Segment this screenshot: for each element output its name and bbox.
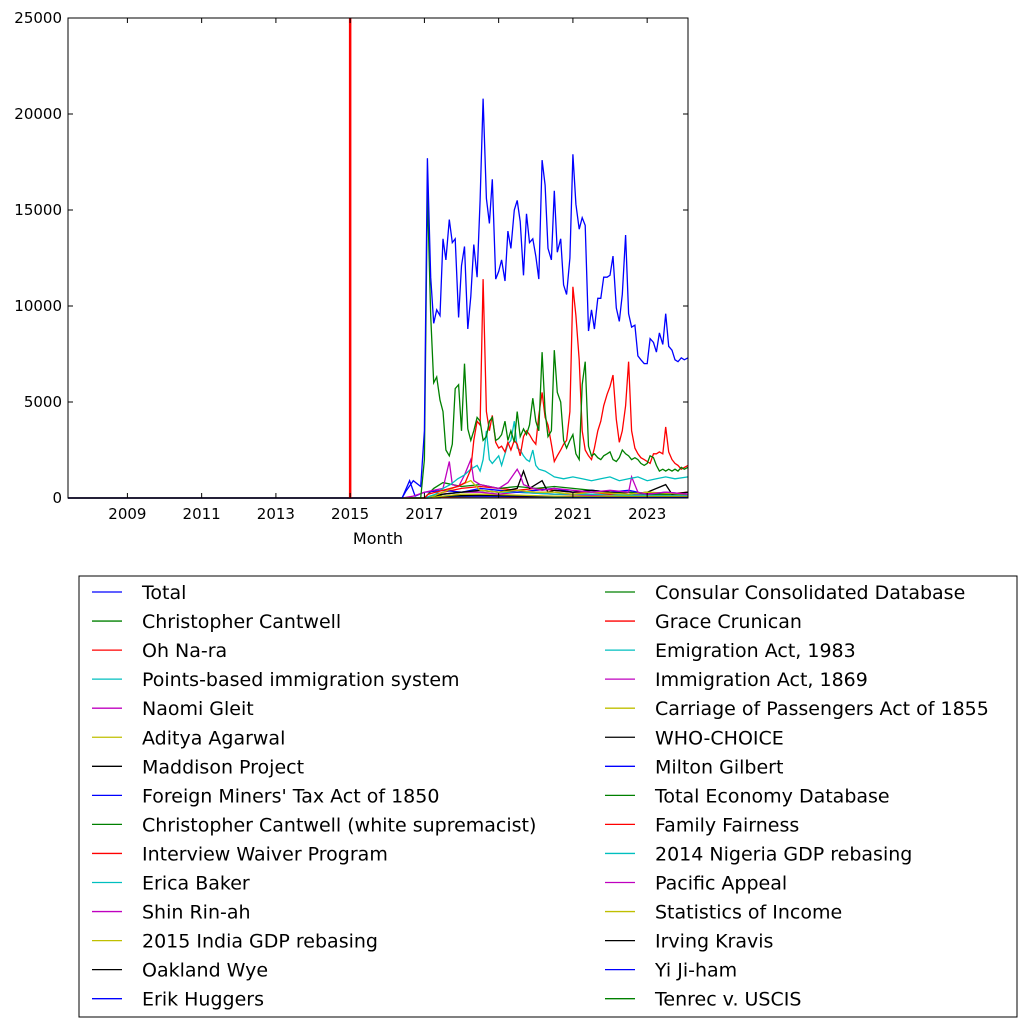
legend-frame (78, 575, 1018, 1018)
legend-entry-christopher-cantwell-white-supremacist: Christopher Cantwell (white supremacist) (92, 814, 536, 836)
legend-label: Yi Ji-ham (654, 960, 737, 982)
legend-label: 2015 India GDP rebasing (142, 931, 378, 953)
legend-label: Maddison Project (142, 756, 304, 778)
legend-entry-2015-india-gdp-rebasing: 2015 India GDP rebasing (92, 931, 378, 953)
legend-label: Oakland Wye (142, 960, 268, 982)
legend-label: Erik Huggers (142, 989, 264, 1011)
legend-entry-consular-consolidated-database: Consular Consolidated Database (605, 582, 965, 604)
series-line-aditya-agarwal (68, 479, 689, 499)
x-axis-title: Month (353, 529, 403, 548)
legend-entry-milton-gilbert: Milton Gilbert (605, 756, 783, 778)
series-line-oh-na-ra (68, 279, 689, 499)
legend-label: Emigration Act, 1983 (655, 640, 856, 662)
y-tick-label: 10000 (14, 297, 62, 315)
legend-entry-statistics-of-income: Statistics of Income (605, 902, 842, 924)
legend-entry-maddison-project: Maddison Project (92, 756, 304, 778)
legend-label: Christopher Cantwell (142, 611, 341, 633)
x-axis-ticks: 2009 2011 2013 2015 2017 2019 2021 2023 (108, 18, 666, 523)
series-line-christopher-cantwell (68, 190, 689, 499)
legend-entry-oakland-wye: Oakland Wye (92, 960, 268, 982)
y-tick-label: 25000 (14, 9, 62, 27)
plot-frame (67, 17, 689, 499)
legend-label: Immigration Act, 1869 (655, 669, 868, 691)
legend-entry-interview-waiver-program: Interview Waiver Program (92, 843, 388, 865)
legend-label: WHO-CHOICE (655, 727, 784, 749)
x-tick-label: 2017 (405, 505, 443, 523)
legend-label: Carriage of Passengers Act of 1855 (655, 698, 989, 720)
legend-label: Family Fairness (655, 814, 799, 836)
legend-label: Interview Waiver Program (142, 843, 388, 865)
legend-entry-carriage-of-passengers-act-of-1855: Carriage of Passengers Act of 1855 (605, 698, 989, 720)
legend-entry-christopher-cantwell: Christopher Cantwell (92, 611, 341, 633)
legend-entry-erica-baker: Erica Baker (92, 873, 250, 895)
legend-entry-immigration-act-1869: Immigration Act, 1869 (605, 669, 868, 691)
legend-entry-oh-na-ra: Oh Na-ra (92, 640, 227, 662)
y-tick-label: 0 (52, 489, 62, 507)
series-line-total (68, 98, 689, 499)
legend-items: Total Christopher Cantwell Oh Na-ra Points-… (92, 582, 989, 1011)
legend-label: Milton Gilbert (655, 756, 783, 778)
x-tick-label: 2023 (628, 505, 666, 523)
legend-entry-2014-nigeria-gdp-rebasing: 2014 Nigeria GDP rebasing (605, 843, 912, 865)
y-tick-label: 20000 (14, 105, 62, 123)
legend-entry-who-choice: WHO-CHOICE (605, 727, 784, 749)
legend-label: Total Economy Database (654, 785, 890, 807)
x-tick-label: 2019 (480, 505, 518, 523)
legend-label: Christopher Cantwell (white supremacist) (142, 814, 536, 836)
legend-label: Shin Rin-ah (142, 902, 251, 924)
legend-label: Grace Crunican (655, 611, 802, 633)
legend-entry-emigration-act-1983: Emigration Act, 1983 (605, 640, 856, 662)
legend-label: Consular Consolidated Database (655, 582, 965, 604)
legend-entry-family-fairness: Family Fairness (605, 814, 799, 836)
legend-label: Foreign Miners' Tax Act of 1850 (142, 785, 439, 807)
x-tick-label: 2013 (257, 505, 295, 523)
legend-label: 2014 Nigeria GDP rebasing (655, 843, 912, 865)
legend: Total Christopher Cantwell Oh Na-ra Points-… (78, 575, 1018, 1018)
y-tick-label: 5000 (24, 393, 62, 411)
legend-entry-naomi-gleit: Naomi Gleit (92, 698, 254, 720)
legend-entry-aditya-agarwal: Aditya Agarwal (92, 727, 285, 749)
series-line-points-based-immigration-system (68, 421, 689, 499)
legend-label: Points-based immigration system (142, 669, 460, 691)
legend-entry-total: Total (92, 582, 186, 604)
legend-label: Statistics of Income (655, 902, 842, 924)
legend-entry-yi-ji-ham: Yi Ji-ham (605, 960, 737, 982)
y-tick-label: 15000 (14, 201, 62, 219)
legend-entry-total-economy-database: Total Economy Database (605, 785, 890, 807)
legend-label: Tenrec v. USCIS (654, 989, 801, 1011)
x-tick-label: 2015 (331, 505, 369, 523)
x-tick-label: 2009 (108, 505, 146, 523)
legend-entry-points-based-immigration-system: Points-based immigration system (92, 669, 460, 691)
legend-entry-foreign-miners-tax-act-of-1850: Foreign Miners' Tax Act of 1850 (92, 785, 439, 807)
legend-entry-grace-crunican: Grace Crunican (605, 611, 802, 633)
legend-label: Naomi Gleit (142, 698, 254, 720)
x-tick-label: 2021 (554, 505, 592, 523)
legend-entry-irving-kravis: Irving Kravis (605, 931, 773, 953)
legend-label: Irving Kravis (655, 931, 773, 953)
legend-label: Total (141, 582, 186, 604)
legend-entry-shin-rin-ah: Shin Rin-ah (92, 902, 251, 924)
legend-entry-tenrec-v-uscis: Tenrec v. USCIS (605, 989, 801, 1011)
legend-entry-erik-huggers: Erik Huggers (92, 989, 264, 1011)
x-tick-label: 2011 (183, 505, 221, 523)
legend-entry-pacific-appeal: Pacific Appeal (605, 873, 787, 895)
legend-label: Oh Na-ra (142, 640, 227, 662)
legend-label: Pacific Appeal (655, 873, 787, 895)
y-axis-ticks: 0 5000 10000 15000 20000 25000 (14, 9, 688, 507)
legend-label: Aditya Agarwal (142, 727, 285, 749)
legend-label: Erica Baker (142, 873, 250, 895)
